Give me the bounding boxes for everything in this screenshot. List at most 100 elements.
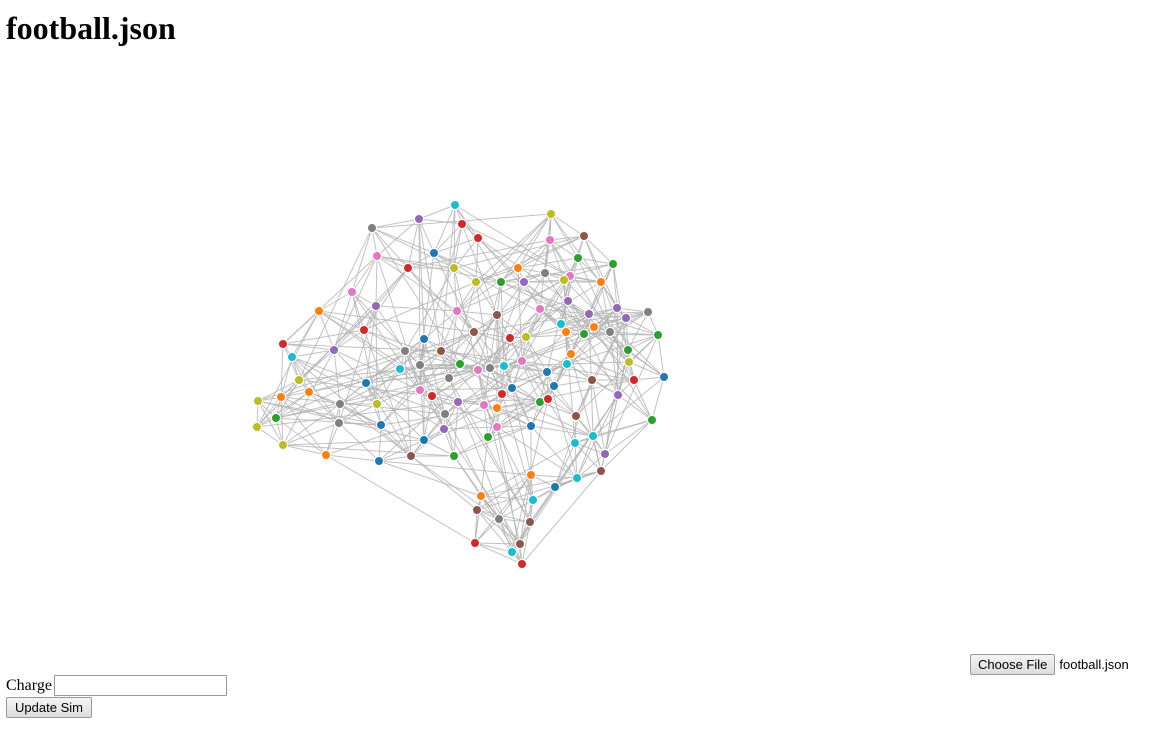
graph-node[interactable] [371, 398, 383, 410]
graph-node[interactable] [482, 431, 494, 443]
graph-node[interactable] [562, 295, 574, 307]
update-sim-button[interactable]: Update Sim [6, 697, 92, 718]
graph-node[interactable] [569, 437, 581, 449]
graph-node[interactable] [320, 449, 332, 461]
graph-node[interactable] [541, 366, 553, 378]
graph-node[interactable] [448, 262, 460, 274]
graph-node[interactable] [471, 504, 483, 516]
graph-node[interactable] [418, 434, 430, 446]
graph-node[interactable] [493, 513, 505, 525]
graph-node[interactable] [360, 377, 372, 389]
network-graph[interactable] [0, 60, 1152, 640]
graph-node[interactable] [604, 326, 616, 338]
graph-node[interactable] [484, 362, 496, 374]
graph-node[interactable] [506, 546, 518, 558]
graph-node[interactable] [454, 358, 466, 370]
graph-node[interactable] [520, 331, 532, 343]
graph-node[interactable] [516, 355, 528, 367]
graph-node[interactable] [456, 218, 468, 230]
graph-node[interactable] [449, 199, 461, 211]
graph-node[interactable] [286, 351, 298, 363]
graph-node[interactable] [611, 302, 623, 314]
graph-node[interactable] [495, 276, 507, 288]
graph-node[interactable] [518, 276, 530, 288]
graph-node[interactable] [277, 338, 289, 350]
graph-node[interactable] [472, 232, 484, 244]
graph-node[interactable] [607, 258, 619, 270]
graph-node[interactable] [491, 309, 503, 321]
graph-node[interactable] [468, 326, 480, 338]
graph-node[interactable] [303, 386, 315, 398]
graph-node[interactable] [506, 382, 518, 394]
graph-node[interactable] [270, 412, 282, 424]
graph-node[interactable] [405, 450, 417, 462]
graph-node[interactable] [426, 390, 438, 402]
graph-node[interactable] [475, 490, 487, 502]
graph-node[interactable] [571, 472, 583, 484]
charge-input[interactable] [53, 675, 227, 696]
graph-node[interactable] [612, 389, 624, 401]
graph-node[interactable] [545, 208, 557, 220]
graph-node[interactable] [588, 321, 600, 333]
graph-node[interactable] [439, 408, 451, 420]
graph-node[interactable] [548, 380, 560, 392]
choose-file-button[interactable]: Choose File [970, 654, 1056, 675]
graph-node[interactable] [438, 423, 450, 435]
graph-node[interactable] [414, 359, 426, 371]
graph-node[interactable] [646, 414, 658, 426]
graph-node[interactable] [516, 558, 528, 570]
graph-node[interactable] [578, 328, 590, 340]
graph-node[interactable] [620, 312, 632, 324]
graph-node[interactable] [595, 276, 607, 288]
graph-node[interactable] [622, 344, 634, 356]
graph-node[interactable] [642, 306, 654, 318]
graph-node[interactable] [544, 234, 556, 246]
graph-node[interactable] [370, 300, 382, 312]
graph-node[interactable] [578, 230, 590, 242]
graph-node[interactable] [491, 402, 503, 414]
graph-node[interactable] [539, 267, 551, 279]
graph-node[interactable] [478, 399, 490, 411]
graph-node[interactable] [527, 494, 539, 506]
graph-node[interactable] [328, 344, 340, 356]
graph-node[interactable] [542, 393, 554, 405]
graph-node[interactable] [565, 348, 577, 360]
graph-node[interactable] [448, 450, 460, 462]
graph-node[interactable] [572, 252, 584, 264]
graph-node[interactable] [472, 364, 484, 376]
graph-node[interactable] [413, 213, 425, 225]
graph-node[interactable] [334, 398, 346, 410]
graph-node[interactable] [587, 430, 599, 442]
file-input[interactable]: Choose File football.json [970, 654, 1129, 675]
graph-node[interactable] [394, 363, 406, 375]
graph-node[interactable] [491, 421, 503, 433]
graph-node[interactable] [498, 360, 510, 372]
graph-node[interactable] [652, 329, 664, 341]
graph-node[interactable] [514, 538, 526, 550]
graph-node[interactable] [496, 388, 508, 400]
graph-node[interactable] [414, 384, 426, 396]
graph-node[interactable] [561, 358, 573, 370]
graph-node[interactable] [583, 308, 595, 320]
graph-node[interactable] [451, 305, 463, 317]
graph-nodes[interactable] [251, 199, 670, 570]
graph-node[interactable] [534, 303, 546, 315]
graph-node[interactable] [558, 274, 570, 286]
graph-node[interactable] [333, 417, 345, 429]
graph-node[interactable] [375, 419, 387, 431]
graph-node[interactable] [373, 455, 385, 467]
graph-node[interactable] [275, 391, 287, 403]
graph-node[interactable] [586, 374, 598, 386]
graph-node[interactable] [358, 324, 370, 336]
graph-node[interactable] [595, 465, 607, 477]
graph-node[interactable] [251, 421, 263, 433]
graph-node[interactable] [628, 374, 640, 386]
graph-node[interactable] [293, 374, 305, 386]
graph-node[interactable] [428, 247, 440, 259]
graph-node[interactable] [371, 250, 383, 262]
graph-node[interactable] [443, 372, 455, 384]
graph-node[interactable] [469, 537, 481, 549]
graph-node[interactable] [658, 371, 670, 383]
graph-node[interactable] [504, 332, 516, 344]
graph-node[interactable] [570, 410, 582, 422]
